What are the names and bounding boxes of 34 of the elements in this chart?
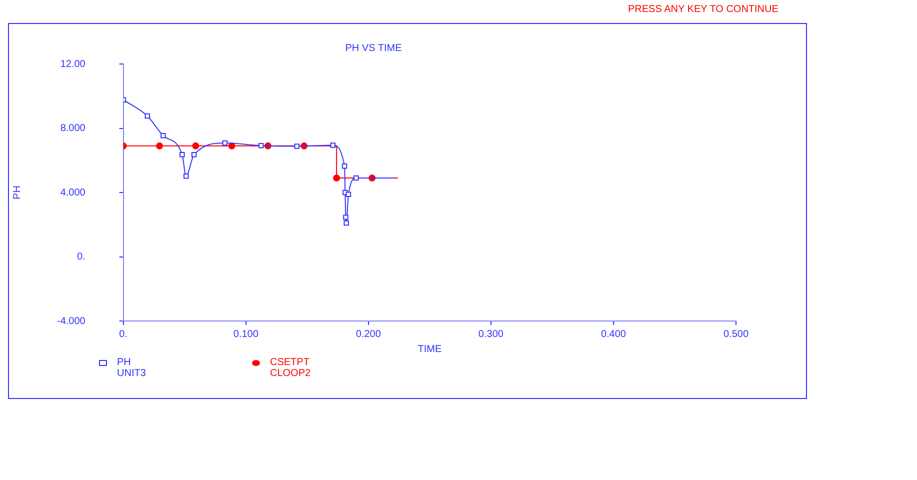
x-tick-label: 0.500 — [723, 328, 749, 340]
point — [191, 152, 197, 158]
point — [344, 220, 349, 226]
point — [330, 142, 336, 148]
x-tick-label: 0.400 — [600, 328, 626, 340]
text: PRESS ANY KEY TO CONTINUE — [628, 4, 778, 15]
legend-label: CSETPT CLOOP2 — [270, 357, 311, 379]
x-tick-label: 0.300 — [478, 328, 504, 340]
chart-title: PH VS TIME — [345, 42, 402, 54]
point — [333, 174, 340, 182]
legend-label: PH UNIT3 — [117, 357, 147, 379]
y-tick-label: 0. — [77, 252, 86, 262]
point — [294, 144, 300, 149]
point — [343, 214, 348, 220]
x-tick-label: 0.200 — [356, 328, 382, 340]
point — [156, 142, 163, 150]
point — [258, 142, 264, 148]
point — [346, 192, 352, 198]
point — [354, 175, 359, 181]
point — [192, 142, 200, 150]
x-tick-label: 0.100 — [233, 328, 259, 340]
point — [180, 152, 185, 158]
y-tick-label: 12.00 — [60, 58, 86, 70]
y-tick-label: 4.000 — [60, 187, 86, 198]
point — [183, 173, 189, 179]
y-tick-label: 8.000 — [60, 123, 86, 134]
x-axis-title: TIME — [418, 344, 442, 355]
x-tick-label: 0. — [119, 328, 128, 340]
point — [342, 164, 348, 169]
point — [222, 140, 228, 146]
y-axis-title: PH — [12, 186, 23, 200]
point — [160, 133, 166, 138]
y-tick-label: -4.000 — [56, 316, 86, 327]
point — [144, 113, 150, 119]
